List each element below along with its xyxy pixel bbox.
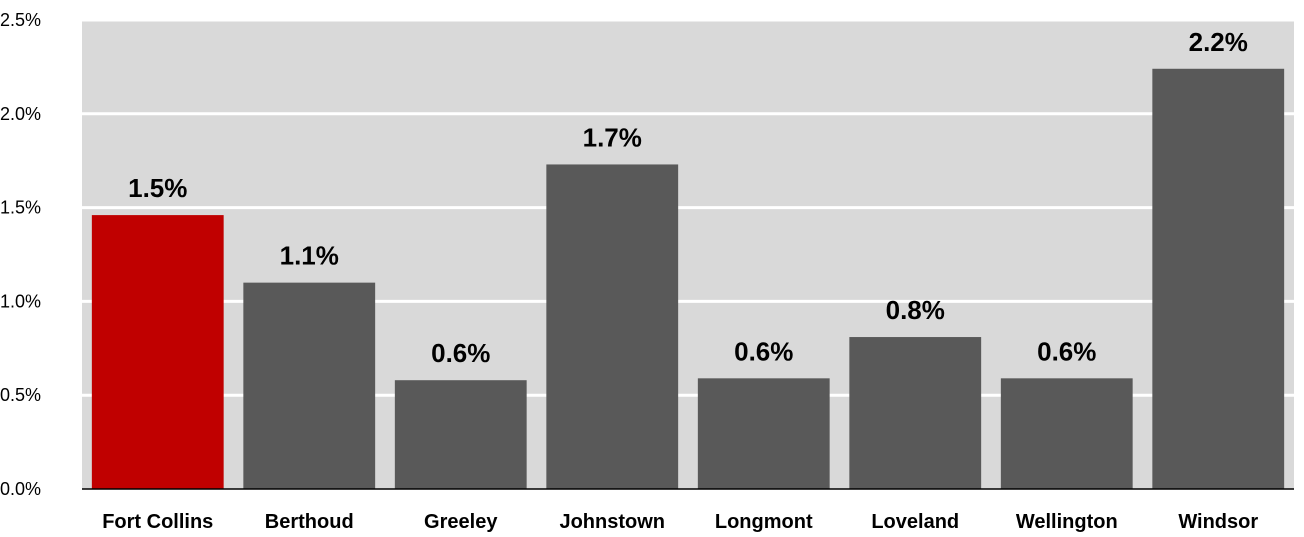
bar-johnstown — [546, 164, 679, 489]
y-tick-label: 1.0% — [0, 291, 41, 311]
bar-fort-collins — [91, 215, 224, 489]
x-tick-label: Longmont — [715, 511, 813, 533]
x-tick-label: Wellington — [1016, 511, 1118, 533]
x-tick-label: Windsor — [1178, 511, 1258, 533]
x-tick-label: Fort Collins — [102, 511, 213, 533]
data-label: 0.6% — [431, 338, 490, 368]
y-tick-label: 2.5% — [0, 10, 41, 30]
data-label: 0.6% — [734, 336, 793, 366]
y-tick-label: 0.5% — [0, 385, 41, 405]
data-label: 2.2% — [1189, 27, 1248, 57]
y-tick-label: 0.0% — [0, 479, 41, 499]
bar-berthoud — [243, 282, 376, 489]
x-tick-label: Berthoud — [265, 511, 354, 533]
x-tick-label: Johnstown — [559, 511, 665, 533]
bar-greeley — [394, 380, 527, 489]
data-label: 1.7% — [583, 122, 642, 152]
bar-loveland — [849, 337, 982, 489]
data-label: 0.6% — [1037, 336, 1096, 366]
x-tick-label: Loveland — [871, 511, 959, 533]
bar-longmont — [697, 378, 830, 489]
data-label: 1.5% — [128, 173, 187, 203]
data-label: 1.1% — [280, 241, 339, 271]
bar-windsor — [1152, 68, 1285, 489]
y-tick-label: 1.5% — [0, 198, 41, 218]
data-label: 0.8% — [886, 295, 945, 325]
bar-wellington — [1000, 378, 1133, 489]
x-tick-label: Greeley — [424, 511, 498, 533]
y-tick-label: 2.0% — [0, 104, 41, 124]
